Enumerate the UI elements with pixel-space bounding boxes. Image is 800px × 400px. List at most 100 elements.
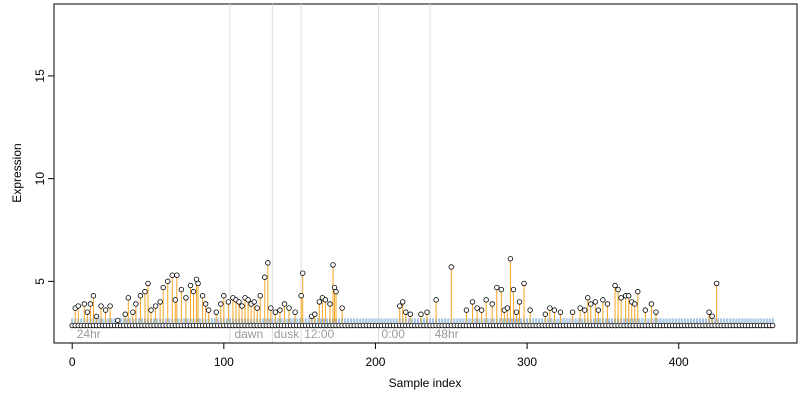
data-point [183, 295, 189, 301]
data-point [551, 307, 558, 313]
data-point [218, 301, 224, 307]
data-point [595, 307, 602, 313]
data-point [625, 293, 632, 299]
data-point [178, 286, 185, 293]
data-point [653, 309, 659, 315]
data-point [299, 270, 306, 276]
data-point [157, 299, 163, 305]
data-point [474, 305, 480, 311]
data-point [102, 307, 109, 313]
data-point [277, 307, 283, 313]
data-point [618, 295, 624, 301]
data-point [145, 280, 151, 287]
data-point [521, 280, 527, 287]
y-tick-label: 15 [33, 69, 47, 83]
data-point [174, 272, 180, 278]
data-point [635, 288, 641, 295]
x-tick-label: 300 [517, 355, 537, 369]
data-point [507, 256, 514, 262]
x-tick-label: 0 [69, 355, 76, 369]
phase-label: 12:00 [304, 327, 334, 341]
data-point [257, 293, 263, 299]
data-point [463, 307, 470, 313]
data-point [516, 299, 523, 305]
data-point [122, 311, 128, 317]
x-axis-title: Sample index [389, 376, 462, 390]
data-point [330, 262, 336, 268]
data-point [478, 307, 485, 313]
data-point [107, 303, 113, 309]
data-point [75, 303, 81, 309]
data-point [187, 282, 194, 289]
data-point [322, 297, 329, 303]
data-point [98, 303, 104, 309]
data-point [169, 272, 175, 278]
data-point [125, 295, 131, 301]
data-point [494, 284, 500, 291]
data-point [400, 299, 406, 305]
data-point [160, 284, 166, 291]
y-tick-label: 10 [33, 172, 47, 186]
phase-label: 48hr [435, 327, 459, 341]
x-tick-label: 200 [365, 355, 385, 369]
data-point [202, 301, 209, 307]
data-point [600, 297, 606, 303]
data-point [195, 280, 201, 287]
data-point [137, 293, 144, 299]
data-point [542, 311, 548, 317]
data-point [327, 301, 333, 307]
data-point [172, 297, 179, 303]
data-point [251, 299, 257, 305]
data-point [272, 309, 279, 315]
phase-label: dusk [274, 327, 300, 341]
data-point [265, 260, 271, 266]
data-point [142, 288, 148, 295]
data-point [245, 297, 251, 303]
phase-label: 0:00 [382, 327, 406, 341]
data-point [114, 317, 121, 324]
data-point [510, 286, 517, 293]
data-point [418, 311, 424, 317]
data-point [213, 309, 219, 315]
data-point [254, 305, 260, 311]
data-point [152, 303, 159, 309]
data-point [424, 309, 430, 315]
phase-label: dawn [234, 327, 263, 341]
data-point [489, 301, 495, 307]
data-point [292, 309, 298, 315]
baseline-point [770, 322, 776, 329]
data-point [513, 309, 520, 315]
data-point [221, 293, 227, 299]
data-point [262, 274, 268, 280]
data-point [205, 307, 212, 313]
data-point [612, 282, 618, 289]
data-point [165, 278, 171, 285]
data-point [84, 309, 91, 315]
y-axis-title: Expression [10, 143, 24, 202]
data-point [504, 305, 511, 311]
data-point [469, 299, 476, 305]
data-point [133, 301, 139, 307]
data-point [615, 286, 621, 293]
data-point [298, 293, 304, 299]
data-point [130, 309, 136, 315]
data-point [225, 299, 232, 305]
data-point [236, 299, 242, 305]
data-point [648, 301, 655, 307]
data-point [433, 297, 439, 303]
data-point [281, 301, 288, 307]
data-point [498, 286, 505, 293]
plot-frame [53, 3, 798, 344]
data-point [190, 288, 197, 295]
data-point [569, 309, 576, 315]
data-point [709, 313, 715, 319]
data-point [403, 309, 409, 315]
data-point [547, 305, 553, 311]
data-point [316, 299, 323, 305]
data-point [333, 288, 339, 295]
data-point [483, 297, 489, 303]
data-point [87, 301, 94, 307]
data-point [339, 305, 345, 311]
